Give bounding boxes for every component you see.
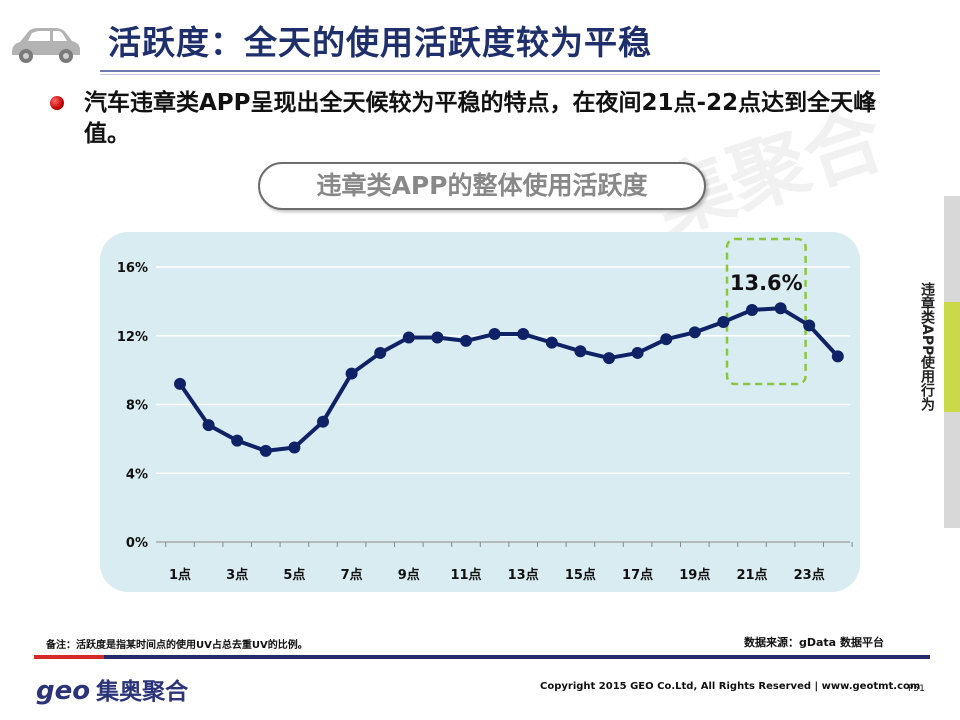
data-point bbox=[831, 350, 844, 363]
car-icon bbox=[12, 28, 80, 63]
y-tick-label: 4% bbox=[126, 467, 148, 482]
data-source: 数据来源：gData 数据平台 bbox=[744, 636, 884, 649]
chart-panel bbox=[100, 232, 860, 592]
highlight-box bbox=[725, 237, 807, 386]
data-point bbox=[431, 331, 444, 344]
bullet-icon bbox=[50, 96, 64, 110]
data-point bbox=[574, 345, 587, 358]
data-point bbox=[288, 441, 301, 454]
data-point bbox=[402, 331, 415, 344]
x-tick-label: 3点 bbox=[226, 567, 248, 583]
copyright: Copyright 2015 GEO Co.Ltd, All Rights Re… bbox=[540, 681, 921, 692]
y-tick-label: 16% bbox=[117, 261, 148, 276]
x-tick-label: 15点 bbox=[565, 567, 596, 583]
data-point bbox=[631, 346, 644, 359]
y-tick-label: 8% bbox=[126, 399, 148, 414]
data-point bbox=[460, 334, 472, 347]
footnote: 备注：活跃度是指某时间点的使用UV占总去重UV的比例。 bbox=[46, 640, 308, 651]
data-point bbox=[488, 328, 501, 341]
data-point bbox=[345, 367, 358, 380]
data-point bbox=[746, 303, 758, 316]
side-tab-segment bbox=[944, 412, 960, 528]
footer-accent bbox=[34, 655, 104, 659]
header-divider-thin bbox=[100, 74, 880, 75]
data-point bbox=[774, 302, 787, 315]
page-title: 活跃度：全天的使用活跃度较为平稳 bbox=[108, 23, 652, 62]
header-divider bbox=[100, 70, 880, 72]
company-logo: geo 集奥聚合 bbox=[36, 672, 188, 706]
side-tab-segment bbox=[944, 196, 960, 302]
data-point bbox=[688, 326, 701, 339]
data-point bbox=[545, 336, 558, 349]
side-tab-label: 违章类APP使用行为 bbox=[919, 282, 935, 412]
x-tick-label: 1点 bbox=[169, 567, 191, 583]
page-number: P51 bbox=[908, 684, 925, 694]
x-tick-label: 13点 bbox=[508, 567, 539, 583]
footer-rule bbox=[104, 655, 930, 659]
data-point bbox=[174, 377, 186, 390]
bullet-text: 汽车违章类APP呈现出全天候较为平稳的特点，在夜间21点-22点达到全天峰值。 bbox=[84, 90, 877, 147]
data-point bbox=[603, 352, 615, 365]
data-point bbox=[717, 316, 730, 328]
x-tick-label: 11点 bbox=[450, 567, 481, 583]
x-tick-label: 5点 bbox=[283, 567, 305, 583]
x-tick-label: 17点 bbox=[622, 567, 653, 583]
x-tick-label: 7点 bbox=[341, 567, 363, 583]
logo-geo: geo bbox=[36, 676, 91, 706]
data-point bbox=[517, 328, 530, 341]
data-point bbox=[660, 333, 673, 346]
header: 活跃度：全天的使用活跃度较为平稳 bbox=[0, 0, 960, 78]
data-point bbox=[259, 444, 272, 457]
data-point bbox=[374, 346, 387, 359]
x-tick-label: 23点 bbox=[794, 567, 825, 583]
y-tick-label: 12% bbox=[117, 330, 148, 345]
x-tick-label: 21点 bbox=[736, 567, 767, 583]
x-tick-label: 19点 bbox=[679, 567, 710, 583]
y-tick-label: 0% bbox=[126, 536, 148, 551]
data-point bbox=[231, 434, 244, 447]
logo-cn: 集奥聚合 bbox=[96, 679, 189, 705]
data-point bbox=[202, 419, 215, 432]
series-line bbox=[178, 306, 840, 453]
data-point bbox=[803, 319, 816, 332]
x-tick-label: 9点 bbox=[398, 567, 420, 583]
side-tab-active[interactable] bbox=[944, 302, 960, 412]
peak-label: 13.6% bbox=[730, 271, 803, 295]
chart-title: 违章类APP的整体使用活跃度 bbox=[258, 162, 706, 210]
data-point bbox=[317, 415, 329, 428]
